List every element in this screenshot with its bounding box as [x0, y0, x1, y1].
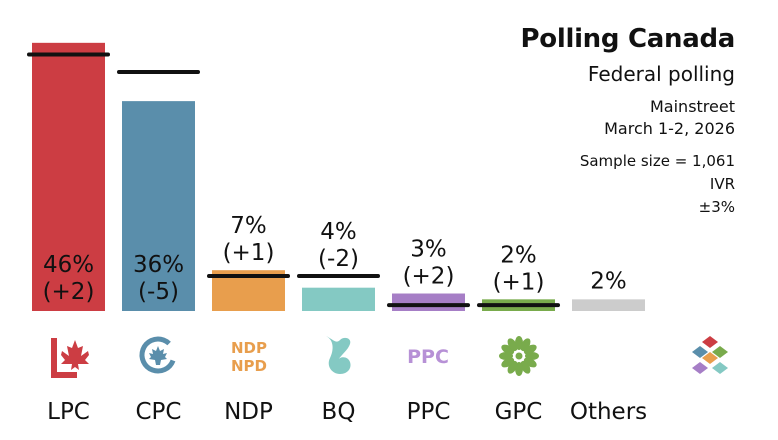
chart-title: Polling Canada [520, 24, 736, 54]
svg-text:NDP: NDP [231, 339, 267, 357]
value-label-lpc: 46% [43, 252, 94, 278]
category-label-bq: BQ [322, 399, 356, 425]
previous-value-markers [27, 52, 560, 308]
category-label-gpc: GPC [495, 399, 543, 425]
sample-size: Sample size = 1,061 [579, 152, 735, 170]
margin-of-error: ±3% [698, 198, 735, 216]
ppc-logo-icon: PPC [407, 346, 449, 368]
value-label-ppc: 3% [410, 237, 447, 263]
svg-text:NPD: NPD [231, 357, 267, 375]
bar-ppc [392, 293, 465, 311]
change-label-bq: (-2) [318, 246, 359, 272]
value-label-gpc: 2% [500, 242, 537, 268]
bar-cpc [122, 101, 195, 312]
polling-canada-logo-icon [692, 336, 728, 374]
category-label-ppc: PPC [407, 399, 451, 425]
svg-text:PPC: PPC [407, 346, 449, 368]
bar-bq [302, 287, 375, 311]
value-label-cpc: 36% [133, 252, 184, 278]
change-label-ppc: (+2) [403, 264, 455, 290]
category-label-others: Others [570, 399, 647, 425]
category-label-ndp: NDP [224, 399, 273, 425]
category-label-lpc: LPC [47, 399, 90, 425]
party-logos: NDP NPD PPC [51, 336, 728, 378]
bar-lpc [32, 42, 105, 312]
category-labels: LPC CPC NDP BQ PPC GPC Others [47, 399, 647, 425]
change-label-cpc: (-5) [138, 279, 179, 305]
bq-logo-icon [326, 336, 351, 374]
bar-others [572, 299, 645, 311]
change-label-lpc: (+2) [43, 279, 95, 305]
pollster-name: Mainstreet [650, 97, 735, 116]
ndp-logo-icon: NDP NPD [231, 339, 267, 375]
gpc-logo-icon [499, 336, 539, 376]
lpc-logo-icon [51, 338, 89, 378]
cpc-logo-icon [139, 336, 177, 374]
change-label-gpc: (+1) [493, 269, 545, 295]
poll-dates: March 1-2, 2026 [604, 119, 735, 138]
value-labels: 46%(+2)36%(-5)7%(+1)4%(-2) 3%(+2)2%(+1) 2% [43, 213, 627, 305]
value-label-others: 2% [590, 268, 627, 294]
value-label-bq: 4% [320, 219, 357, 245]
value-label-ndp: 7% [230, 213, 267, 239]
category-label-cpc: CPC [136, 399, 182, 425]
chart-subtitle: Federal polling [587, 62, 735, 86]
poll-method: IVR [709, 175, 735, 193]
change-label-ndp: (+1) [223, 240, 275, 266]
